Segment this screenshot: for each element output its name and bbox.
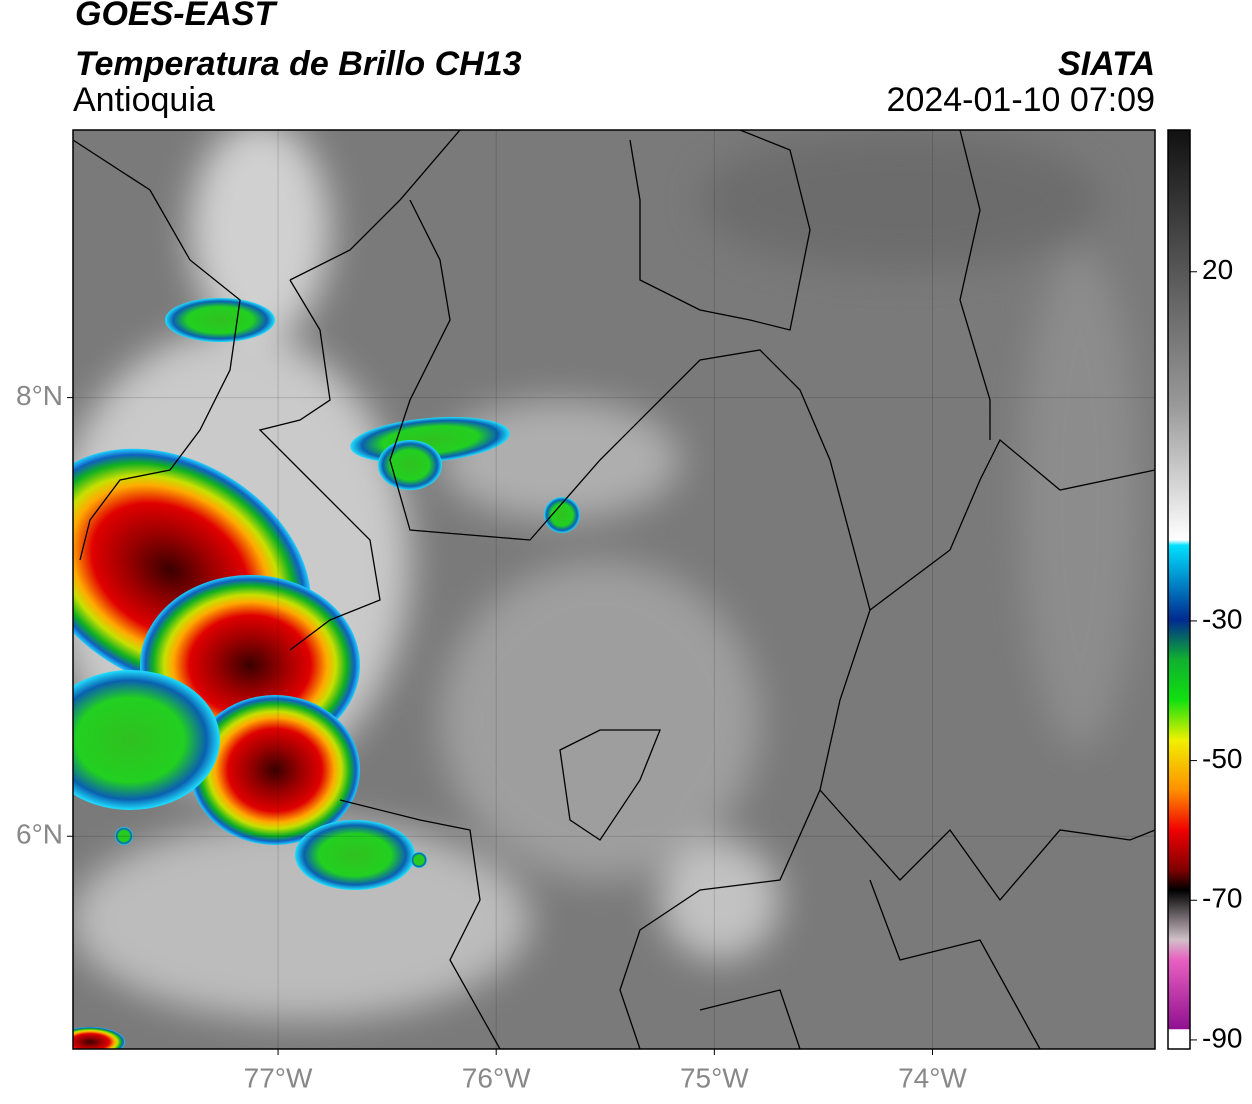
- colorbar-tick-label: -90: [1202, 1022, 1242, 1053]
- x-tick-label: 75°W: [680, 1062, 749, 1093]
- imagery: [73, 130, 1155, 1049]
- colorbar: [1167, 129, 1191, 1050]
- borders: [73, 130, 1155, 1049]
- source: SIATA: [1058, 45, 1155, 83]
- map-frame: [72, 129, 1156, 1050]
- storms: [73, 298, 580, 1049]
- product: Temperatura de Brillo CH13: [75, 45, 522, 83]
- colorbar-tick-label: -70: [1202, 883, 1242, 914]
- satellite: GOES-EAST: [75, 0, 278, 33]
- region: Antioquia: [73, 81, 215, 119]
- colorbar-tick-label: -30: [1202, 603, 1242, 634]
- colorbar-tick-label: -50: [1202, 743, 1242, 774]
- x-tick-label: 74°W: [898, 1062, 967, 1093]
- x-tick-label: 77°W: [244, 1062, 313, 1093]
- y-tick-label: 6°N: [16, 819, 63, 850]
- colorbar-tick-label: 20: [1202, 254, 1233, 285]
- y-tick-label: 8°N: [16, 380, 63, 411]
- x-tick-label: 76°W: [462, 1062, 531, 1093]
- datetime: 2024-01-10 07:09: [887, 81, 1155, 119]
